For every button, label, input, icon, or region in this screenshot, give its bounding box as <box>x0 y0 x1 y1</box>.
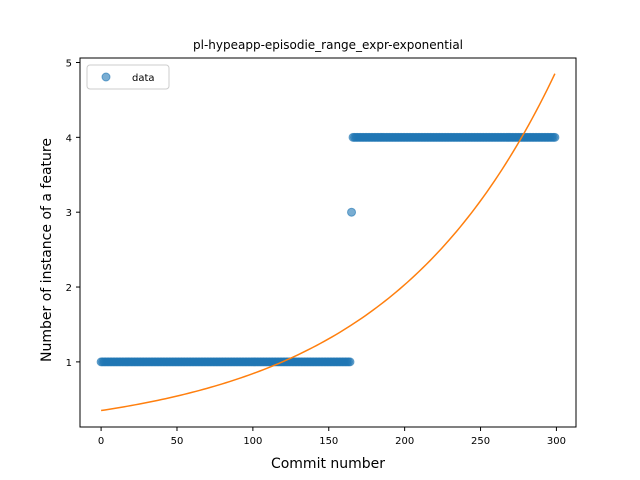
chart-title: pl-hypeapp-episodie_range_expr-exponenti… <box>193 38 463 52</box>
x-axis-label: Commit number <box>271 456 385 472</box>
legend-label: data <box>132 73 155 84</box>
y-tick-label: 4 <box>66 133 72 144</box>
x-tick-label: 200 <box>395 436 414 447</box>
legend-marker <box>101 72 111 82</box>
x-tick-label: 250 <box>471 436 490 447</box>
axes: 0 50 100 150 200 250 300 1 2 3 4 5 <box>66 57 577 447</box>
x-tick-label: 0 <box>98 436 104 447</box>
fit-line <box>100 73 556 412</box>
series-data <box>96 132 560 367</box>
data-point <box>347 207 357 217</box>
data-point <box>345 357 355 367</box>
y-tick-label: 3 <box>66 208 72 219</box>
x-tick-label: 50 <box>171 436 184 447</box>
plot-area <box>96 73 560 412</box>
data-point <box>550 132 560 142</box>
x-tick-label: 100 <box>243 436 262 447</box>
x-tick-label: 300 <box>547 436 566 447</box>
legend: data <box>86 64 170 90</box>
axes-frame <box>79 57 577 428</box>
y-tick-label: 1 <box>66 358 72 369</box>
y-tick-label: 5 <box>66 58 72 69</box>
y-axis-label: Number of instance of a feature <box>39 138 55 362</box>
y-tick-label: 2 <box>66 283 72 294</box>
x-tick-label: 150 <box>319 436 338 447</box>
legend-box <box>86 64 170 90</box>
